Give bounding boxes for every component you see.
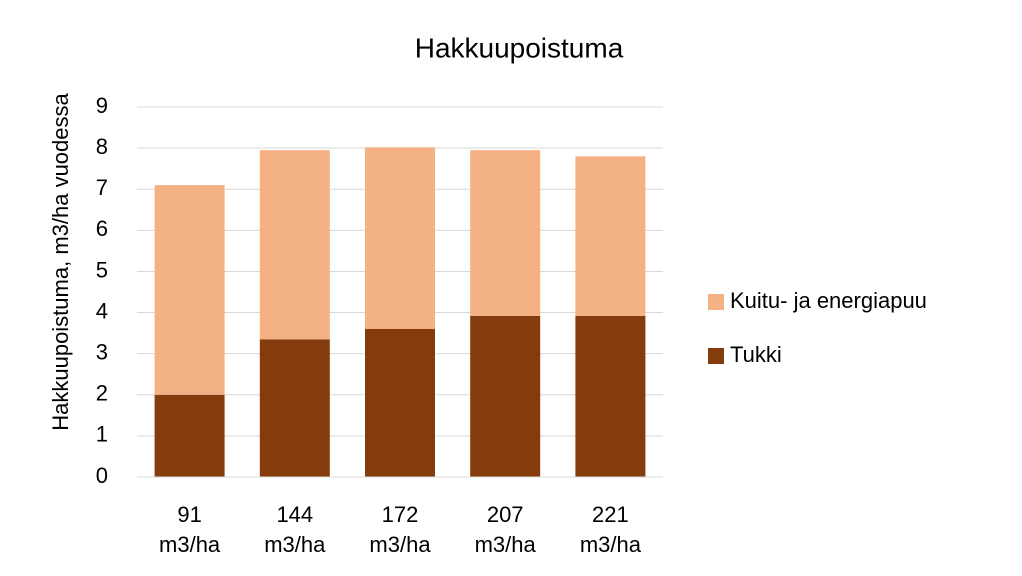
- y-axis-label: Hakkuupoistuma, m3/ha vuodessa: [48, 92, 73, 430]
- y-tick-label: 9: [96, 93, 108, 118]
- y-tick-label: 0: [96, 463, 108, 488]
- y-tick-label: 6: [96, 216, 108, 241]
- legend-label: Kuitu- ja energiapuu: [730, 288, 927, 313]
- bar-segment: [154, 394, 225, 477]
- chart-title: Hakkuupoistuma: [415, 32, 624, 63]
- x-tick-label: 91 m3/ha: [159, 502, 221, 557]
- y-tick-label: 1: [96, 422, 108, 447]
- legend-label: Tukki: [730, 342, 782, 367]
- legend-swatch: [708, 348, 724, 364]
- bar-segment: [259, 339, 330, 477]
- legend-swatch: [708, 294, 724, 310]
- bar-segment: [365, 147, 435, 329]
- x-tick-label: 144 m3/ha: [264, 502, 326, 557]
- bar-segment: [470, 315, 541, 477]
- x-tick-label: 207 m3/ha: [474, 502, 536, 557]
- y-tick-label: 8: [96, 134, 108, 159]
- y-tick-label: 5: [96, 257, 108, 282]
- x-tick-label: 172 m3/ha: [369, 502, 431, 557]
- x-tick-label: 221 m3/ha: [579, 502, 641, 557]
- bar-segment: [575, 156, 646, 316]
- y-tick-label: 3: [96, 339, 108, 364]
- y-tick-label: 4: [96, 298, 108, 323]
- bar-segment: [470, 150, 541, 316]
- bar-segment: [365, 329, 435, 477]
- y-tick-label: 2: [96, 381, 108, 406]
- y-tick-label: 7: [96, 175, 108, 200]
- bar-segment: [575, 315, 646, 477]
- bar-segment: [259, 150, 330, 340]
- bar-segment: [154, 185, 225, 395]
